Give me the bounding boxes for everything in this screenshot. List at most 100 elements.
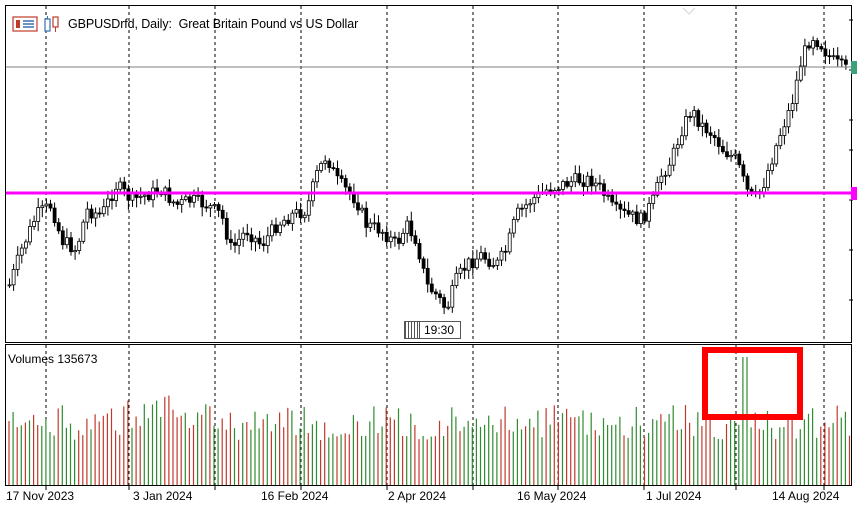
candle: [495, 257, 500, 271]
candle-body: [372, 222, 377, 225]
candle: [499, 247, 504, 267]
candle-body: [126, 188, 131, 201]
candle: [413, 230, 418, 247]
candle: [81, 219, 86, 244]
candle: [807, 41, 811, 51]
candle-body: [425, 267, 430, 285]
candle-body: [269, 224, 274, 237]
candle: [798, 56, 803, 83]
candle-body: [733, 153, 738, 156]
candle-body: [807, 45, 811, 49]
candle-body: [458, 267, 463, 274]
candle: [32, 215, 36, 230]
candle-body: [7, 284, 12, 287]
candle: [397, 231, 401, 250]
symbol-properties-icon[interactable]: [44, 16, 62, 32]
candle-body: [565, 181, 569, 187]
candle-body: [770, 163, 774, 171]
candle-body: [110, 198, 114, 201]
candle: [405, 216, 410, 243]
candle: [118, 177, 123, 195]
candle: [639, 209, 643, 228]
candle: [839, 55, 844, 67]
candle-body: [634, 211, 639, 224]
candle-body: [819, 46, 824, 50]
candle-body: [598, 182, 602, 185]
candle-body: [249, 234, 254, 243]
candle-body: [392, 236, 397, 239]
candle-body: [282, 219, 287, 226]
candle-body: [310, 181, 315, 202]
candle: [577, 165, 582, 186]
candle-body: [200, 194, 205, 208]
candle-body: [729, 155, 733, 158]
candle-body: [290, 212, 295, 224]
candle-body: [65, 237, 69, 246]
candle-body: [52, 207, 57, 224]
candle: [712, 131, 717, 147]
candle-body: [274, 224, 278, 233]
candle: [15, 246, 20, 277]
candle-body: [89, 208, 94, 219]
candle: [323, 155, 328, 170]
candle: [384, 225, 389, 247]
candle-body: [343, 178, 348, 188]
candle-body: [835, 55, 840, 60]
candle: [28, 219, 32, 246]
candle-body: [40, 205, 45, 208]
candle: [647, 196, 651, 229]
horizontal-level-marker: [851, 187, 857, 200]
candle-body: [171, 201, 176, 204]
candle-body: [60, 230, 65, 246]
candle-body: [446, 306, 451, 309]
candle: [126, 184, 131, 210]
candle: [503, 245, 508, 262]
candle-body: [438, 293, 442, 298]
candle: [327, 158, 332, 173]
candle: [179, 195, 184, 213]
candle-body: [323, 160, 328, 164]
candle: [372, 213, 377, 231]
candle-body: [335, 167, 340, 177]
chart-shift-icon[interactable]: [682, 7, 696, 16]
candle-body: [573, 173, 578, 183]
candle: [823, 40, 828, 65]
candle: [364, 201, 369, 238]
candle-body: [73, 250, 77, 253]
candle-body: [413, 235, 418, 244]
candle: [335, 160, 340, 185]
candle: [183, 193, 188, 202]
candle: [298, 202, 303, 223]
candle: [380, 229, 385, 241]
candle-body: [122, 181, 127, 190]
candle-body: [179, 199, 184, 205]
candle-body: [146, 194, 151, 201]
candle: [762, 177, 766, 198]
candle-body: [142, 194, 147, 197]
candle-body: [794, 79, 799, 104]
candle: [790, 94, 795, 119]
candle-body: [491, 265, 496, 267]
candle-body: [557, 189, 561, 191]
candle-body: [663, 174, 668, 177]
candle: [376, 215, 381, 238]
candle-body: [495, 259, 500, 266]
candle-body: [257, 237, 262, 245]
candle: [528, 198, 533, 213]
candle: [204, 199, 209, 213]
candle: [458, 263, 463, 279]
candle: [483, 247, 488, 264]
time-marker[interactable]: 19:30: [404, 321, 462, 339]
candle: [721, 139, 725, 155]
candle-body: [331, 167, 336, 170]
candle-body: [237, 238, 242, 246]
candle-body: [228, 238, 233, 243]
candle: [339, 169, 344, 183]
candle-body: [606, 194, 610, 197]
chart-menu-icon[interactable]: [12, 16, 38, 32]
candle: [491, 257, 496, 269]
candle: [634, 204, 639, 226]
candle: [782, 119, 787, 145]
